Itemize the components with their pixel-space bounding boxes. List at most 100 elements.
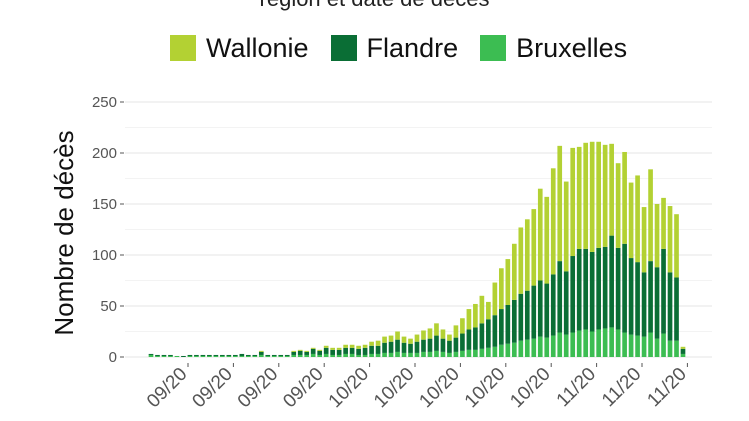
bar-bruxelles [492,346,498,357]
bar-bruxelles [323,353,329,357]
bar-flandre [544,283,550,338]
bar-bruxelles [258,354,264,357]
bar-flandre [453,337,459,352]
bar-bruxelles [336,354,342,357]
bar-flandre [278,354,284,356]
bar-bruxelles [589,331,595,357]
bar-flandre [602,246,608,329]
bar-flandre [680,348,686,354]
bar-wallonie [304,350,310,352]
bar-bruxelles [537,336,543,357]
bar-bruxelles [278,355,284,357]
bar-bruxelles [453,351,459,357]
bar-flandre [349,347,355,354]
bar-flandre [168,354,173,356]
bar-wallonie [550,168,556,275]
bar-flandre [667,272,673,341]
bar-bruxelles [524,339,530,357]
bar-bruxelles [343,353,348,357]
bar-flandre [674,277,679,341]
y-tick-label: 150 [92,196,117,213]
legend-label-flandre: Flandre [366,32,459,63]
bar-wallonie [524,219,530,291]
bar-bruxelles [674,340,679,357]
x-tick-label: 09/20 [143,364,191,412]
bar-flandre [200,354,206,356]
bar-bruxelles [148,354,154,357]
bar-bruxelles [297,354,303,357]
bar-flandre [401,342,407,353]
bar-wallonie [667,206,673,273]
bar-flandre [414,341,420,353]
bar-flandre [271,354,277,356]
bar-bruxelles [622,332,627,357]
legend-item-bruxelles: Bruxelles [480,33,627,64]
bar-wallonie [343,344,348,348]
bar-flandre [284,354,290,356]
bar-wallonie [518,227,524,294]
bar-wallonie [375,340,381,346]
bar-bruxelles [233,355,238,357]
bar-flandre [635,262,640,336]
bar-bruxelles [544,337,550,357]
bar-bruxelles [557,332,563,357]
x-tick-label: 11/20 [553,364,600,411]
bar-wallonie [499,268,504,310]
bar-flandre [155,354,160,356]
x-tick-label: 11/20 [598,364,645,411]
axes: 05010015020025009/2009/2009/2009/2010/20… [92,94,691,412]
bars [148,141,686,357]
bar-flandre [473,327,478,350]
bar-bruxelles [473,349,478,357]
bar-flandre [609,235,614,328]
bar-flandre [550,274,556,336]
bar-flandre [310,348,316,354]
bar-bruxelles [667,340,673,357]
bar-flandre [615,247,621,330]
bar-flandre [233,354,238,356]
bar-bruxelles [596,329,601,357]
bar-bruxelles [245,355,251,357]
bar-flandre [563,271,569,335]
bar-wallonie [602,144,608,247]
bar-bruxelles [511,342,517,357]
bar-bruxelles [155,355,160,357]
bar-wallonie [369,341,374,346]
bar-flandre [297,350,303,355]
bar-bruxelles [356,354,361,357]
bar-bruxelles [486,347,491,357]
bar-bruxelles [194,355,199,357]
bar-bruxelles [615,329,621,357]
bar-bruxelles [654,338,660,357]
bar-bruxelles [382,352,387,357]
gridlines [125,101,712,358]
bar-bruxelles [200,355,206,357]
bar-flandre [576,248,582,331]
bar-flandre [194,354,199,356]
legend-swatch-wallonie [170,35,196,61]
bar-wallonie [492,282,498,316]
bar-wallonie [460,318,465,334]
bar-wallonie [297,349,303,351]
bar-flandre [466,329,472,350]
bar-flandre [447,340,452,353]
bar-wallonie [609,143,614,236]
bar-bruxelles [317,354,323,357]
bar-bruxelles [207,355,212,357]
bar-wallonie [641,207,647,273]
bar-wallonie [310,347,316,349]
bar-wallonie [570,147,576,257]
bar-flandre [375,345,381,354]
bar-bruxelles [271,355,277,357]
bar-wallonie [505,259,511,305]
bar-wallonie [661,197,666,249]
bar-wallonie [330,347,335,350]
bar-bruxelles [330,354,335,357]
bar-flandre [427,338,433,352]
bar-bruxelles [362,354,368,357]
bar-flandre [408,343,413,353]
bar-bruxelles [427,351,433,357]
x-tick-label: 09/20 [188,364,236,412]
bar-bruxelles [213,355,219,357]
legend-swatch-bruxelles [480,35,507,61]
